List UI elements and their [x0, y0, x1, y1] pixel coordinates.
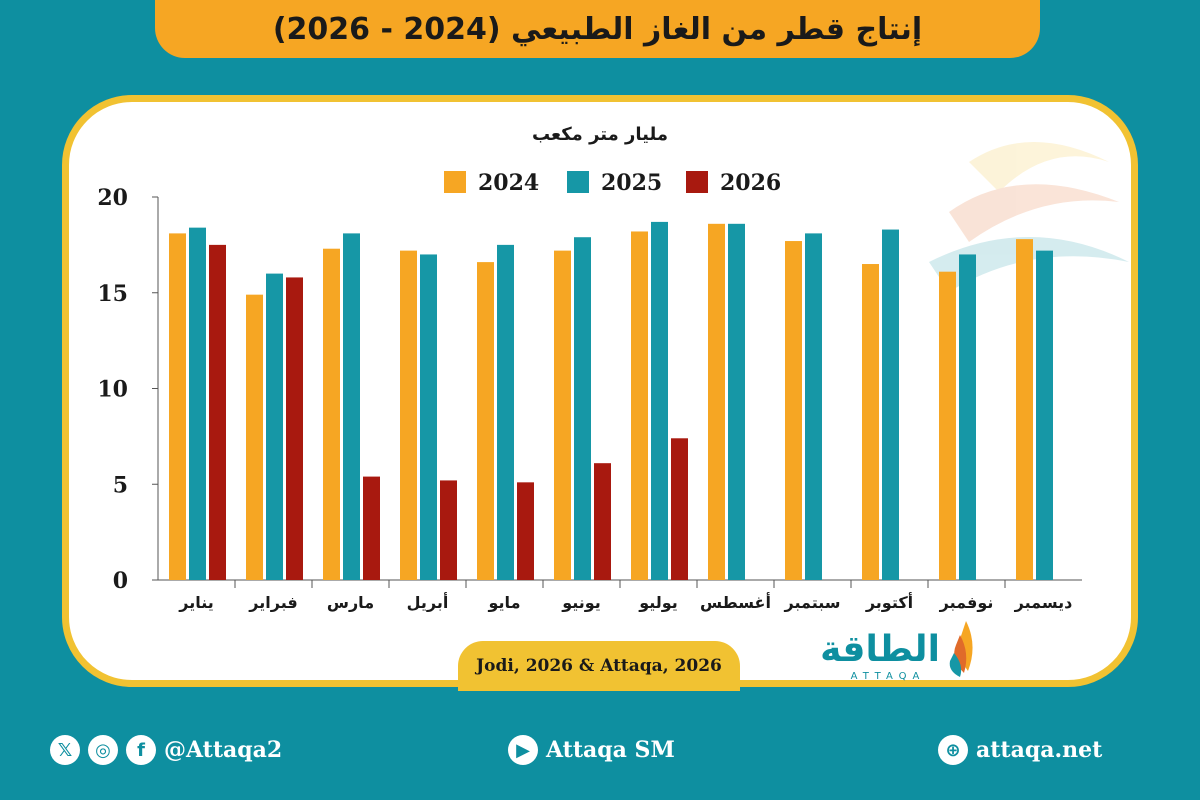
- y-tick-label: 10: [97, 377, 128, 403]
- legend: 2024 2025 2026: [444, 170, 781, 196]
- bar-2024: [862, 264, 879, 580]
- bar-2025: [497, 244, 514, 580]
- chart-title: إنتاج قطر من الغاز الطبيعي (2024 - 2026): [272, 11, 923, 47]
- bar-2024: [1016, 239, 1033, 580]
- bar-2025: [728, 223, 745, 580]
- legend-swatch-2025: [567, 171, 589, 193]
- bar-2024: [554, 250, 571, 580]
- logo-flame-icon: [949, 621, 973, 677]
- bar-chart: 0 5 10 15 20 يناير فبراير مارس أبريل مايو يونيو يول…: [97, 124, 1129, 612]
- bar-2025: [266, 273, 283, 580]
- globe-icon[interactable]: ⊕: [938, 735, 968, 765]
- source-text: Jodi, 2026 & Attaqa, 2026: [476, 656, 722, 676]
- x-tick-label: فبراير: [248, 593, 297, 612]
- source-badge: Jodi, 2026 & Attaqa, 2026: [458, 641, 740, 691]
- legend-label-2024: 2024: [478, 170, 539, 196]
- bar-2026: [286, 277, 303, 580]
- social-footer: 𝕏 ◎ f @Attaqa2: [50, 735, 282, 765]
- bar-2025: [882, 229, 899, 580]
- bar-2025: [805, 233, 822, 580]
- bar-2026: [517, 482, 534, 580]
- x-tick-label: مايو: [488, 593, 521, 612]
- bar-2026: [209, 244, 226, 580]
- bar-2025: [1036, 250, 1053, 580]
- x-tick-label: أغسطس: [700, 592, 771, 612]
- y-tick-label: 5: [113, 472, 128, 498]
- y-tick-label: 0: [113, 568, 128, 594]
- instagram-icon[interactable]: ◎: [88, 735, 118, 765]
- youtube-channel[interactable]: Attaqa SM: [546, 737, 675, 763]
- x-tick-label: أكتوبر: [865, 592, 913, 612]
- attaqa-logo: الطاقة ATTAQA: [820, 621, 973, 682]
- x-tick-label: مارس: [327, 593, 374, 612]
- bar-2026: [363, 476, 380, 580]
- title-banner: إنتاج قطر من الغاز الطبيعي (2024 - 2026): [155, 0, 1040, 58]
- bar-2025: [651, 221, 668, 580]
- logo-latin: ATTAQA: [851, 671, 926, 682]
- x-tick-label: يونيو: [561, 593, 601, 612]
- bar-2025: [959, 254, 976, 580]
- x-tick-label: ديسمبر: [1014, 593, 1073, 612]
- bar-2024: [169, 233, 186, 580]
- website-footer: ⊕ attaqa.net: [938, 735, 1102, 765]
- x-icon[interactable]: 𝕏: [50, 735, 80, 765]
- bar-2025: [343, 233, 360, 580]
- bar-2024: [477, 262, 494, 580]
- bar-2025: [574, 237, 591, 580]
- bars: [169, 221, 1053, 581]
- x-tick-label: نوفمبر: [939, 593, 994, 612]
- logo-arabic: الطاقة: [820, 629, 940, 670]
- x-tick-label: أبريل: [407, 592, 449, 612]
- x-tick-label: يوليو: [638, 593, 678, 612]
- bar-2024: [246, 294, 263, 580]
- bar-2024: [400, 250, 417, 580]
- bar-2025: [420, 254, 437, 580]
- youtube-footer: ▶ Attaqa SM: [508, 735, 675, 765]
- bar-2024: [631, 231, 648, 580]
- legend-swatch-2024: [444, 171, 466, 193]
- facebook-icon[interactable]: f: [126, 735, 156, 765]
- watermark: [929, 142, 1129, 292]
- y-axis-label: مليار متر مكعب: [532, 124, 668, 145]
- social-handle[interactable]: @Attaqa2: [164, 737, 283, 763]
- axes: 0 5 10 15 20 يناير فبراير مارس أبريل مايو يونيو يول…: [97, 185, 1082, 612]
- youtube-icon[interactable]: ▶: [508, 735, 538, 765]
- legend-label-2026: 2026: [720, 170, 781, 196]
- bar-2026: [671, 438, 688, 580]
- bar-2025: [189, 227, 206, 580]
- legend-swatch-2026: [686, 171, 708, 193]
- bar-2024: [708, 223, 725, 580]
- website-link[interactable]: attaqa.net: [976, 737, 1103, 763]
- y-tick-label: 20: [97, 185, 128, 211]
- y-tick-label: 15: [97, 281, 128, 307]
- legend-label-2025: 2025: [601, 170, 662, 196]
- bar-2024: [785, 241, 802, 581]
- x-tick-label: يناير: [178, 593, 214, 612]
- chart-card: 0 5 10 15 20 يناير فبراير مارس أبريل مايو يونيو يول…: [62, 95, 1138, 687]
- bar-2024: [323, 248, 340, 580]
- x-tick-label: سبتمبر: [783, 593, 840, 612]
- bar-2026: [440, 480, 457, 580]
- bar-2026: [594, 463, 611, 580]
- bar-2024: [939, 271, 956, 580]
